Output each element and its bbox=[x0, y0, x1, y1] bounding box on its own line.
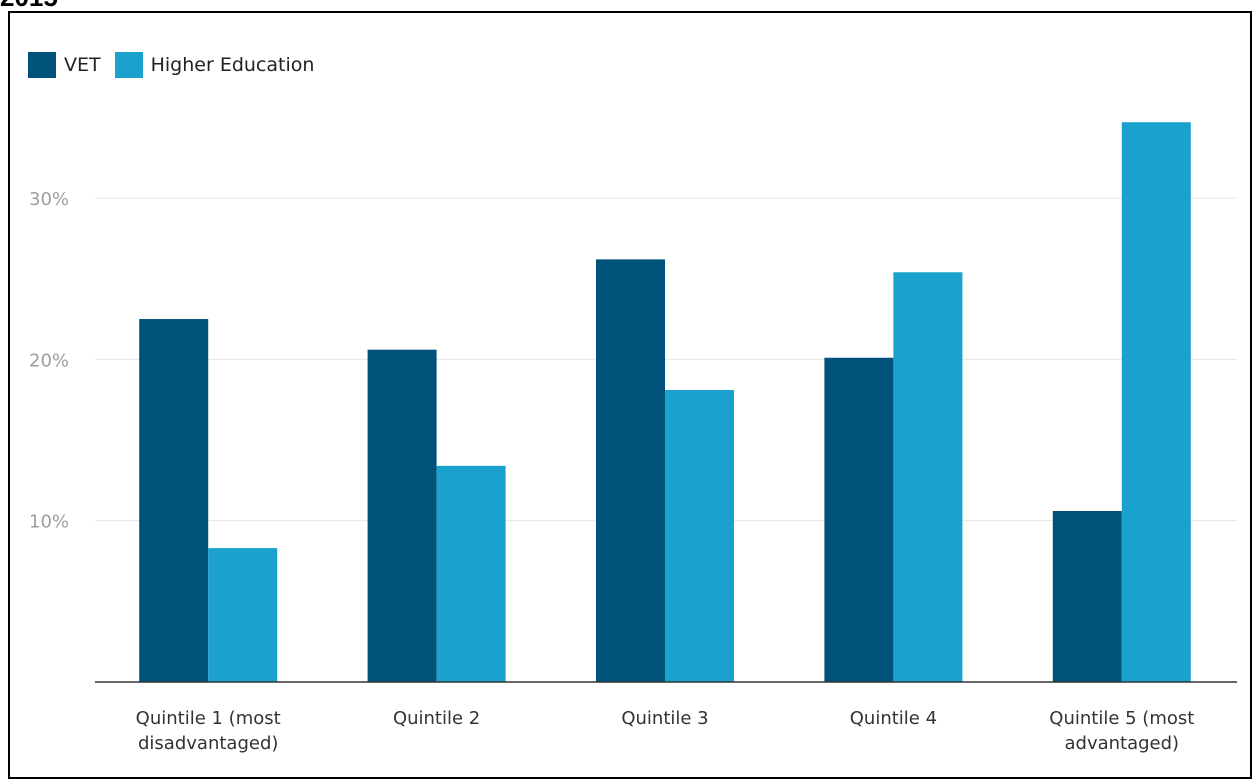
x-tick-label: Quintile 1 (most bbox=[136, 708, 281, 729]
legend-swatch-vet bbox=[28, 52, 56, 78]
bar-vet-q5 bbox=[1052, 511, 1122, 682]
bar-vet-q2 bbox=[367, 349, 437, 682]
x-tick-label: Quintile 2 bbox=[393, 708, 480, 729]
bar-higher-education-q2 bbox=[436, 465, 506, 682]
legend-item-higher-education: Higher Education bbox=[114, 52, 315, 78]
y-tick-label: 20% bbox=[29, 350, 69, 371]
chart-title: 2015 bbox=[0, 0, 58, 12]
bar-vet-q4 bbox=[824, 357, 894, 682]
x-tick-label: Quintile 3 bbox=[621, 708, 708, 729]
bar-vet-q3 bbox=[596, 259, 665, 682]
bar-higher-education-q3 bbox=[665, 390, 734, 682]
bar-higher-education-q4 bbox=[893, 272, 963, 682]
bar-higher-education-q1 bbox=[208, 548, 278, 682]
bar-vet-q1 bbox=[139, 319, 209, 682]
bar-higher-education-q5 bbox=[1121, 122, 1191, 683]
x-tick-label: advantaged) bbox=[1065, 733, 1180, 754]
y-tick-label: 10% bbox=[29, 512, 69, 533]
y-tick-label: 30% bbox=[29, 189, 69, 210]
legend-label-higher-education: Higher Education bbox=[150, 54, 315, 76]
x-tick-label: Quintile 5 (most bbox=[1049, 708, 1194, 729]
x-tick-label: disadvantaged) bbox=[138, 733, 278, 754]
legend: VET Higher Education bbox=[28, 52, 328, 78]
x-tick-label: Quintile 4 bbox=[850, 708, 937, 729]
legend-item-vet: VET bbox=[28, 52, 101, 78]
legend-swatch-higher-education bbox=[114, 52, 143, 78]
legend-label-vet: VET bbox=[64, 54, 101, 76]
